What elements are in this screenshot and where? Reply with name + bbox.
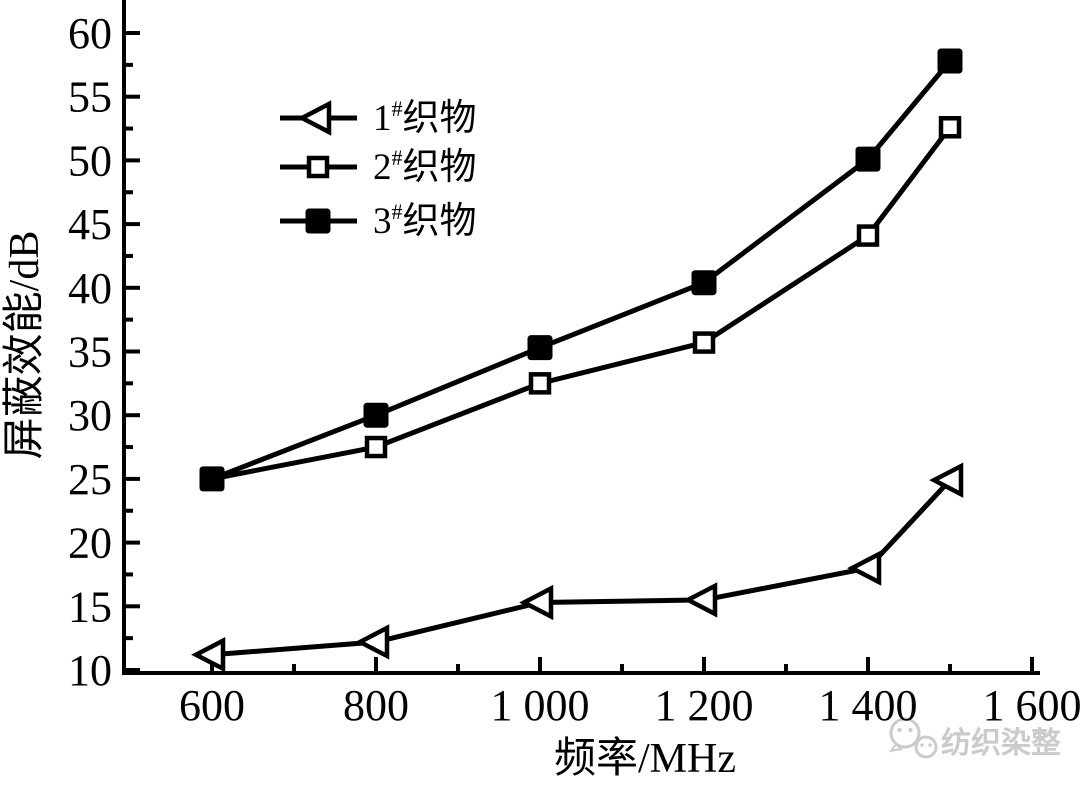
- data-point-marker-triangle: [355, 624, 390, 660]
- x-tick-label: 600: [179, 681, 245, 730]
- x-tick-label: 800: [343, 681, 409, 730]
- y-tick-label: 50: [68, 136, 112, 185]
- y-tick-label: 60: [68, 9, 112, 58]
- y-tick-label: 25: [68, 455, 112, 504]
- x-tick-label: 1 600: [983, 681, 1080, 730]
- legend-item-label: 3#织物: [373, 199, 477, 242]
- data-point-marker-triangle: [683, 582, 718, 618]
- data-point-marker-triangle: [191, 637, 226, 673]
- data-point-marker-triangle: [297, 100, 332, 136]
- y-axis-title: 屏蔽效能/dB: [2, 231, 48, 460]
- x-tick-label: 1 000: [491, 681, 590, 730]
- data-point-marker-square-open: [692, 331, 716, 354]
- data-point-marker-square-open: [856, 224, 880, 247]
- x-axis-title: 频率/MHz: [554, 735, 736, 782]
- series-line-3: [211, 59, 952, 482]
- data-point-marker-square-open: [528, 372, 552, 395]
- y-tick-label: 35: [68, 328, 112, 377]
- x-tick-label: 1 400: [819, 681, 918, 730]
- data-point-marker-square-filled: [691, 270, 717, 296]
- data-point-marker-square-open: [306, 155, 330, 179]
- series-line-1: [211, 478, 952, 658]
- wechat-eye: [928, 743, 932, 747]
- watermark: 纺织染整: [888, 717, 1061, 760]
- y-tick-label: 20: [68, 519, 112, 568]
- wechat-small-bubble: [914, 735, 938, 759]
- data-point-marker-triangle: [847, 550, 882, 586]
- wechat-bubble-tail: [888, 742, 904, 753]
- data-point-marker-square-filled: [363, 402, 389, 428]
- data-point-marker-square-filled: [305, 208, 331, 234]
- series-line-2: [211, 125, 952, 482]
- data-point-marker-triangle: [519, 584, 554, 621]
- x-tick-label: 1 200: [655, 681, 754, 730]
- y-tick-label: 40: [68, 264, 112, 313]
- y-tick-label: 45: [68, 200, 112, 249]
- y-tick-label: 10: [68, 646, 112, 695]
- y-tick-label: 30: [68, 391, 112, 440]
- legend-item-label: 1#织物: [373, 96, 477, 139]
- data-point-marker-square-open: [364, 435, 388, 459]
- wechat-big-bubble: [889, 717, 921, 749]
- y-tick-label: 15: [68, 582, 112, 631]
- data-point-marker-square-open: [938, 116, 962, 139]
- y-tick-label: 55: [68, 73, 112, 122]
- wechat-eye: [897, 727, 902, 733]
- data-point-marker-square-filled: [527, 335, 553, 361]
- watermark-text: 纺织染整: [941, 727, 1061, 760]
- wechat-eye: [908, 727, 913, 733]
- data-point-marker-triangle: [929, 462, 964, 498]
- data-point-marker-square-filled: [937, 48, 963, 74]
- data-point-marker-square-filled: [199, 466, 225, 492]
- data-point-marker-square-filled: [855, 146, 881, 172]
- wechat-eye: [920, 743, 924, 747]
- legend-item-label: 2#织物: [373, 145, 477, 188]
- wechat-bubbles-icon: [888, 717, 938, 759]
